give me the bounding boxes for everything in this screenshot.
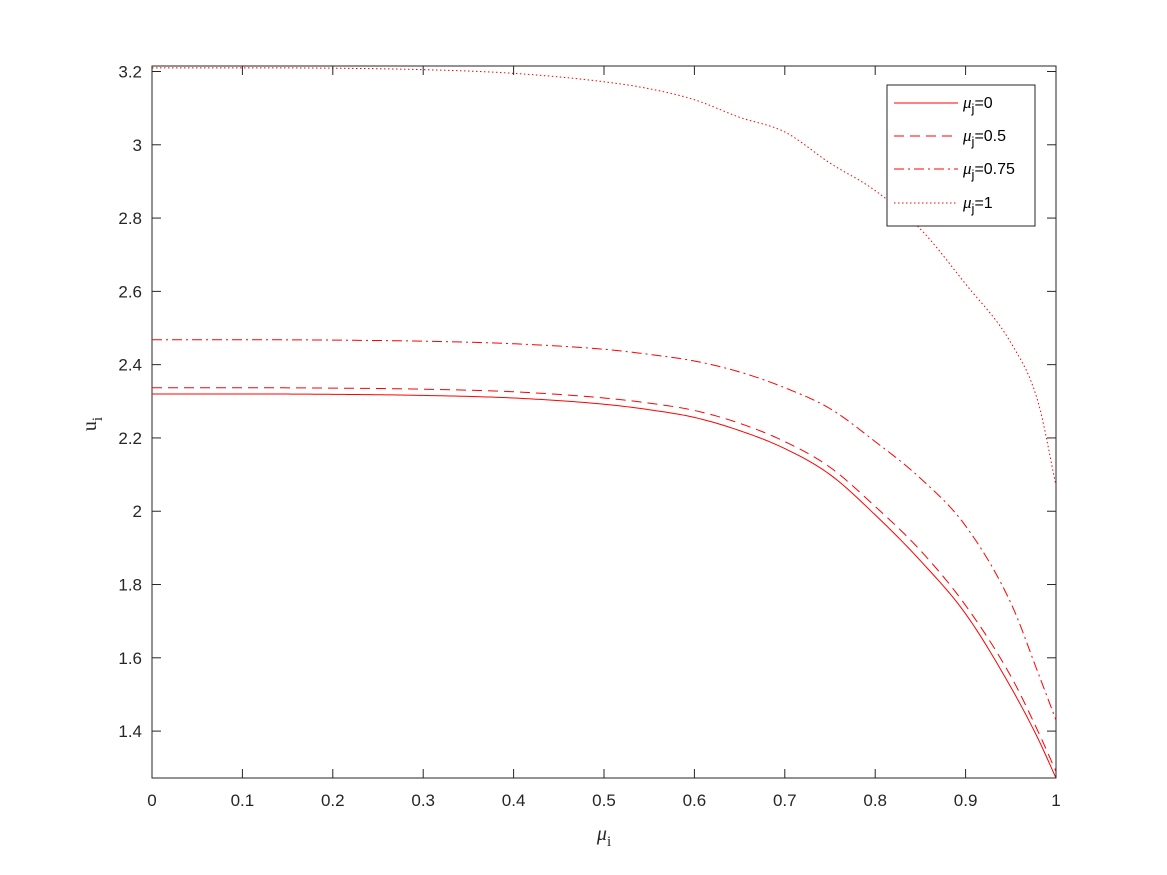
x-tick-label: 0.2 — [321, 791, 345, 810]
y-tick-label: 2.8 — [118, 209, 142, 228]
legend-label-3: μj=0.75 — [962, 159, 1015, 182]
x-tick-label: 0.8 — [863, 791, 887, 810]
y-tick-label: 1.4 — [118, 722, 142, 741]
x-tick-label: 0.6 — [683, 791, 707, 810]
series-lines — [152, 67, 1057, 779]
x-axis-label-sub: i — [607, 834, 611, 850]
y-tick-label: 3.2 — [118, 62, 142, 81]
x-tick-label: 0.1 — [231, 791, 255, 810]
y-axis-label-sub: i — [90, 417, 106, 421]
series-line-3 — [152, 339, 1057, 721]
x-tick-label: 0.7 — [773, 791, 797, 810]
y-tick-label: 2 — [133, 502, 142, 521]
y-tick-label: 3 — [133, 136, 142, 155]
y-tick-label: 2.4 — [118, 356, 142, 375]
x-tick-labels: 0 0.1 0.2 0.3 0.4 0.5 0.6 0.7 0.8 0.9 1 — [147, 791, 1060, 810]
legend-label-4: μj=1 — [962, 193, 993, 216]
x-tick-label: 1 — [1051, 791, 1060, 810]
y-tick-labels: 1.4 1.6 1.8 2 2.2 2.4 2.6 2.8 3 3.2 — [118, 62, 142, 741]
legend-label-1: μj=0 — [962, 93, 993, 116]
y-tick-label: 2.2 — [118, 429, 142, 448]
x-tick-label: 0.3 — [411, 791, 435, 810]
y-tick-label: 1.6 — [118, 649, 142, 668]
x-tick-label: 0.5 — [592, 791, 616, 810]
x-axis-label-base: μ — [596, 823, 607, 845]
legend-label-2: μj=0.5 — [962, 126, 1006, 149]
axis-ticks — [151, 66, 1057, 778]
legend-entries: μj=0 μj=0.5 μj=0.75 μj=1 — [894, 93, 1015, 216]
x-axis-label: μi — [596, 823, 611, 850]
series-line-1 — [152, 393, 1057, 779]
x-tick-label: 0.9 — [954, 791, 978, 810]
y-tick-label: 1.8 — [118, 576, 142, 595]
y-axis-label-base: u — [79, 421, 101, 431]
series-line-4 — [152, 67, 1057, 486]
legend: μj=0 μj=0.5 μj=0.75 μj=1 — [886, 84, 1036, 227]
y-tick-label: 2.6 — [118, 282, 142, 301]
legend-box — [886, 84, 1036, 227]
x-tick-label: 0 — [147, 791, 156, 810]
series-line-2 — [152, 387, 1057, 772]
y-axis-label: ui — [79, 417, 106, 431]
x-tick-label: 0.4 — [502, 791, 526, 810]
